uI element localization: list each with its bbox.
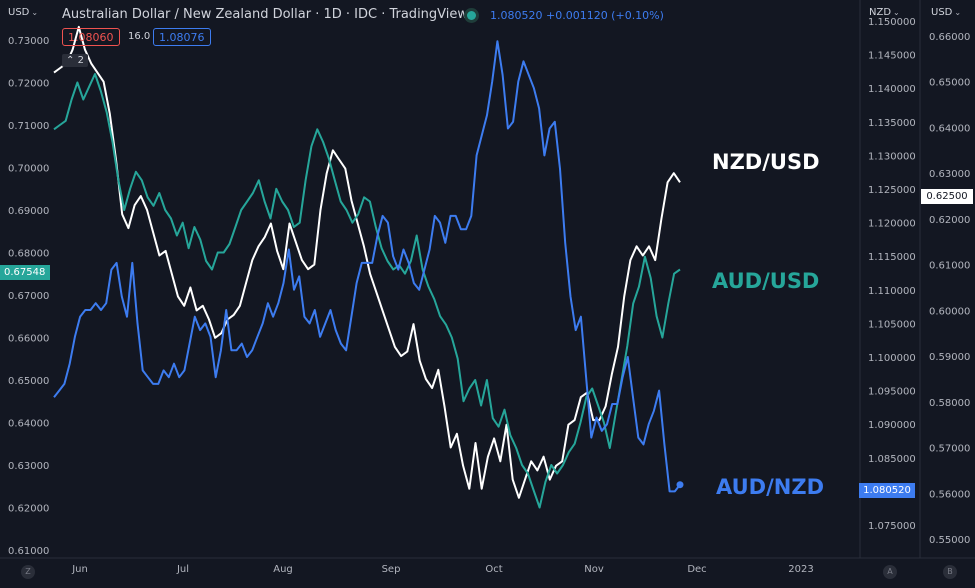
mid-scale-currency-label: NZD bbox=[869, 7, 892, 18]
left-tick-label: 0.61000 bbox=[8, 546, 49, 557]
x-tick-label: Jun bbox=[71, 564, 88, 575]
left-scale-currency[interactable]: USD ⌄ bbox=[8, 7, 38, 18]
left-tick-label: 0.67000 bbox=[8, 291, 49, 302]
right-tick-label: 0.57000 bbox=[929, 444, 970, 455]
chevron-down-icon: ⌄ bbox=[954, 8, 962, 17]
right-tick-label: 0.62000 bbox=[929, 215, 970, 226]
buy-button[interactable]: 1.08076 bbox=[153, 28, 211, 46]
left-tick-label: 0.64000 bbox=[8, 419, 49, 430]
right-tick-label: 0.56000 bbox=[929, 489, 970, 500]
aud-nzd-price-tag: 1.080520 bbox=[859, 483, 915, 498]
nzd-usd-price-tag: 0.62500 bbox=[921, 189, 973, 204]
x-tick-label: Jul bbox=[176, 564, 189, 575]
x-tick-label: Aug bbox=[273, 564, 293, 575]
right-scale-currency-label: USD bbox=[931, 7, 953, 18]
x-tick-label: Sep bbox=[382, 564, 401, 575]
left-tick-label: 0.62000 bbox=[8, 504, 49, 515]
x-tick-label: Oct bbox=[485, 564, 502, 575]
right-tick-label: 0.65000 bbox=[929, 78, 970, 89]
mid-tick-label: 1.130000 bbox=[868, 151, 916, 162]
indicator-toggle[interactable]: ⌃ 2 bbox=[62, 54, 88, 67]
left-tick-label: 0.72000 bbox=[8, 79, 49, 90]
right-scale-currency[interactable]: USD ⌄ bbox=[931, 7, 961, 18]
mid-tick-label: 1.085000 bbox=[868, 454, 916, 465]
last-price-marker bbox=[676, 481, 684, 489]
left-tick-label: 0.66000 bbox=[8, 334, 49, 345]
auto-scale-button[interactable]: A bbox=[883, 565, 897, 579]
spread-value: 16.0 bbox=[128, 31, 151, 42]
left-tick-label: 0.69000 bbox=[8, 206, 49, 217]
chevron-up-icon: ⌃ bbox=[66, 55, 78, 66]
x-tick-label: 2023 bbox=[788, 564, 813, 575]
right-tick-label: 0.59000 bbox=[929, 352, 970, 363]
right-tick-label: 0.66000 bbox=[929, 32, 970, 43]
series-label-nzd-usd: NZD/USD bbox=[712, 150, 820, 174]
scale-b-button[interactable]: B bbox=[943, 565, 957, 579]
mid-tick-label: 1.110000 bbox=[868, 286, 916, 297]
x-tick-label: Dec bbox=[687, 564, 706, 575]
chevron-down-icon: ⌄ bbox=[893, 8, 900, 17]
right-tick-label: 0.64000 bbox=[929, 124, 970, 135]
series-line-aud-nzd bbox=[53, 40, 681, 493]
mid-tick-label: 1.150000 bbox=[868, 17, 916, 28]
left-tick-label: 0.63000 bbox=[8, 461, 49, 472]
right-tick-label: 0.55000 bbox=[929, 535, 970, 546]
left-tick-label: 0.70000 bbox=[8, 164, 49, 175]
right-tick-label: 0.63000 bbox=[929, 169, 970, 180]
chart-title[interactable]: Australian Dollar / New Zealand Dollar ·… bbox=[62, 7, 469, 22]
mid-tick-label: 1.105000 bbox=[868, 319, 916, 330]
indicator-count: 2 bbox=[77, 55, 84, 66]
right-tick-label: 0.61000 bbox=[929, 261, 970, 272]
mid-tick-label: 1.095000 bbox=[868, 387, 916, 398]
mid-tick-label: 1.135000 bbox=[868, 118, 916, 129]
right-tick-label: 0.58000 bbox=[929, 398, 970, 409]
left-tick-label: 0.68000 bbox=[8, 249, 49, 260]
mid-tick-label: 1.090000 bbox=[868, 420, 916, 431]
mid-scale-currency[interactable]: NZD ⌄ bbox=[869, 7, 900, 18]
sell-button[interactable]: 1.08060 bbox=[62, 28, 120, 46]
series-label-aud-usd: AUD/USD bbox=[712, 269, 820, 293]
chevron-down-icon: ⌄ bbox=[31, 8, 39, 17]
mid-tick-label: 1.115000 bbox=[868, 252, 916, 263]
series-line-nzd-usd bbox=[53, 25, 681, 499]
series-line-aud-usd bbox=[53, 73, 681, 509]
header-quote: 1.080520 +0.001120 (+0.10%) bbox=[490, 9, 664, 22]
market-status-dot bbox=[467, 11, 476, 20]
right-tick-label: 0.60000 bbox=[929, 306, 970, 317]
left-tick-label: 0.65000 bbox=[8, 376, 49, 387]
series-label-aud-nzd: AUD/NZD bbox=[716, 475, 824, 499]
left-tick-label: 0.71000 bbox=[8, 121, 49, 132]
aud-usd-price-tag: 0.67548 bbox=[0, 265, 50, 280]
mid-tick-label: 1.145000 bbox=[868, 51, 916, 62]
mid-tick-label: 1.120000 bbox=[868, 219, 916, 230]
mid-tick-label: 1.140000 bbox=[868, 84, 916, 95]
timezone-button[interactable]: Z bbox=[21, 565, 35, 579]
left-scale-currency-label: USD bbox=[8, 7, 30, 18]
mid-tick-label: 1.075000 bbox=[868, 521, 916, 532]
mid-tick-label: 1.125000 bbox=[868, 185, 916, 196]
left-tick-label: 0.73000 bbox=[8, 36, 49, 47]
mid-tick-label: 1.100000 bbox=[868, 353, 916, 364]
x-tick-label: Nov bbox=[584, 564, 604, 575]
